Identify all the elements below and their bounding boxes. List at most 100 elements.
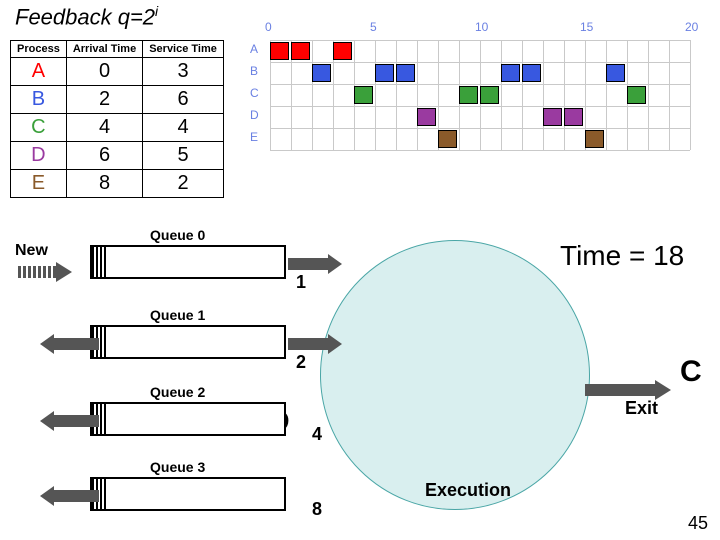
service-time: 5 bbox=[143, 142, 224, 170]
queue-arrow bbox=[288, 254, 344, 274]
service-time: 3 bbox=[143, 58, 224, 86]
row-label: D bbox=[250, 108, 259, 122]
process-name: E bbox=[11, 170, 67, 198]
gantt-cell bbox=[522, 64, 541, 82]
queue-box bbox=[90, 477, 286, 511]
queue-label: Queue 2 bbox=[150, 384, 205, 400]
service-time: 4 bbox=[143, 114, 224, 142]
col-process: Process bbox=[11, 41, 67, 58]
exit-label: Exit bbox=[625, 398, 658, 419]
gridline-v bbox=[417, 40, 418, 150]
table-row: D65 bbox=[11, 142, 224, 170]
gridline-v bbox=[648, 40, 649, 150]
process-name: D bbox=[11, 142, 67, 170]
title-prefix: Feedback q=2 bbox=[15, 4, 155, 29]
arrival-time: 6 bbox=[66, 142, 142, 170]
gridline-v bbox=[543, 40, 544, 150]
table-row: B26 bbox=[11, 86, 224, 114]
table-row: C44 bbox=[11, 114, 224, 142]
arrival-time: 4 bbox=[66, 114, 142, 142]
page-number: 45 bbox=[688, 513, 708, 534]
queue-label: Queue 0 bbox=[150, 227, 205, 243]
gantt-cell bbox=[543, 108, 562, 126]
row-label: A bbox=[250, 42, 258, 56]
gridline-h bbox=[270, 128, 690, 129]
table-header-row: Process Arrival Time Service Time bbox=[11, 41, 224, 58]
gantt-cell bbox=[375, 64, 394, 82]
gridline-h bbox=[270, 40, 690, 41]
x-tick-label: 15 bbox=[580, 20, 593, 34]
gridline-v bbox=[522, 40, 523, 150]
gridline-h bbox=[270, 62, 690, 63]
gantt-cell bbox=[438, 130, 457, 148]
col-service: Service Time bbox=[143, 41, 224, 58]
feedback-arrow bbox=[40, 334, 101, 354]
new-arrow bbox=[18, 262, 73, 282]
feedback-arrow bbox=[40, 486, 101, 506]
gridline-h bbox=[270, 106, 690, 107]
gantt-cell bbox=[627, 86, 646, 104]
row-label: C bbox=[250, 86, 259, 100]
gantt-cell bbox=[417, 108, 436, 126]
feedback-arrow bbox=[40, 411, 101, 431]
gridline-h bbox=[270, 150, 690, 151]
queue-label: Queue 1 bbox=[150, 307, 205, 323]
gridline-h bbox=[270, 84, 690, 85]
table-body: A03B26C44D65E82 bbox=[11, 58, 224, 198]
x-tick-label: 5 bbox=[370, 20, 377, 34]
quantum-label: 1 bbox=[296, 272, 306, 293]
gantt-cell bbox=[333, 42, 352, 60]
exit-arrow bbox=[585, 380, 675, 400]
queue-label: Queue 3 bbox=[150, 459, 205, 475]
x-tick-label: 0 bbox=[265, 20, 272, 34]
gantt-cell bbox=[312, 64, 331, 82]
table-row: E82 bbox=[11, 170, 224, 198]
gantt-cell bbox=[459, 86, 478, 104]
process-name: B bbox=[11, 86, 67, 114]
gantt-cell bbox=[501, 64, 520, 82]
gridline-v bbox=[564, 40, 565, 150]
col-arrival: Arrival Time bbox=[66, 41, 142, 58]
gridline-v bbox=[396, 40, 397, 150]
gantt-chart: 0 5 10 15 20 ABCDE bbox=[250, 20, 700, 180]
arrival-time: 2 bbox=[66, 86, 142, 114]
queue-box bbox=[90, 245, 286, 279]
service-time: 2 bbox=[143, 170, 224, 198]
gantt-cell bbox=[270, 42, 289, 60]
queue-box bbox=[90, 325, 286, 359]
quantum-label: 4 bbox=[312, 424, 322, 445]
arrival-time: 0 bbox=[66, 58, 142, 86]
gantt-cell bbox=[354, 86, 373, 104]
letter-c: C bbox=[680, 355, 702, 389]
arrival-time: 8 bbox=[66, 170, 142, 198]
gridline-v bbox=[375, 40, 376, 150]
title-exp: i bbox=[155, 3, 158, 19]
gridline-v bbox=[501, 40, 502, 150]
gridline-v bbox=[690, 40, 691, 150]
process-name: C bbox=[11, 114, 67, 142]
gantt-grid bbox=[270, 40, 690, 150]
process-table: Process Arrival Time Service Time A03B26… bbox=[10, 40, 224, 198]
queue-stripe bbox=[92, 247, 106, 277]
row-label: B bbox=[250, 64, 258, 78]
row-label: E bbox=[250, 130, 258, 144]
gantt-cell bbox=[396, 64, 415, 82]
x-tick-label: 20 bbox=[685, 20, 698, 34]
table-row: A03 bbox=[11, 58, 224, 86]
execution-circle bbox=[320, 240, 590, 510]
gridline-v bbox=[312, 40, 313, 150]
service-time: 6 bbox=[143, 86, 224, 114]
quantum-label: 8 bbox=[312, 499, 322, 520]
title: Feedback q=2i bbox=[15, 3, 158, 30]
gantt-cell bbox=[606, 64, 625, 82]
gridline-v bbox=[669, 40, 670, 150]
x-tick-label: 10 bbox=[475, 20, 488, 34]
gantt-cell bbox=[480, 86, 499, 104]
process-name: A bbox=[11, 58, 67, 86]
gridline-v bbox=[606, 40, 607, 150]
execution-label: Execution bbox=[425, 480, 511, 501]
gantt-cell bbox=[585, 130, 604, 148]
quantum-label: 2 bbox=[296, 352, 306, 373]
gantt-cell bbox=[564, 108, 583, 126]
queue-arrow bbox=[288, 334, 344, 354]
